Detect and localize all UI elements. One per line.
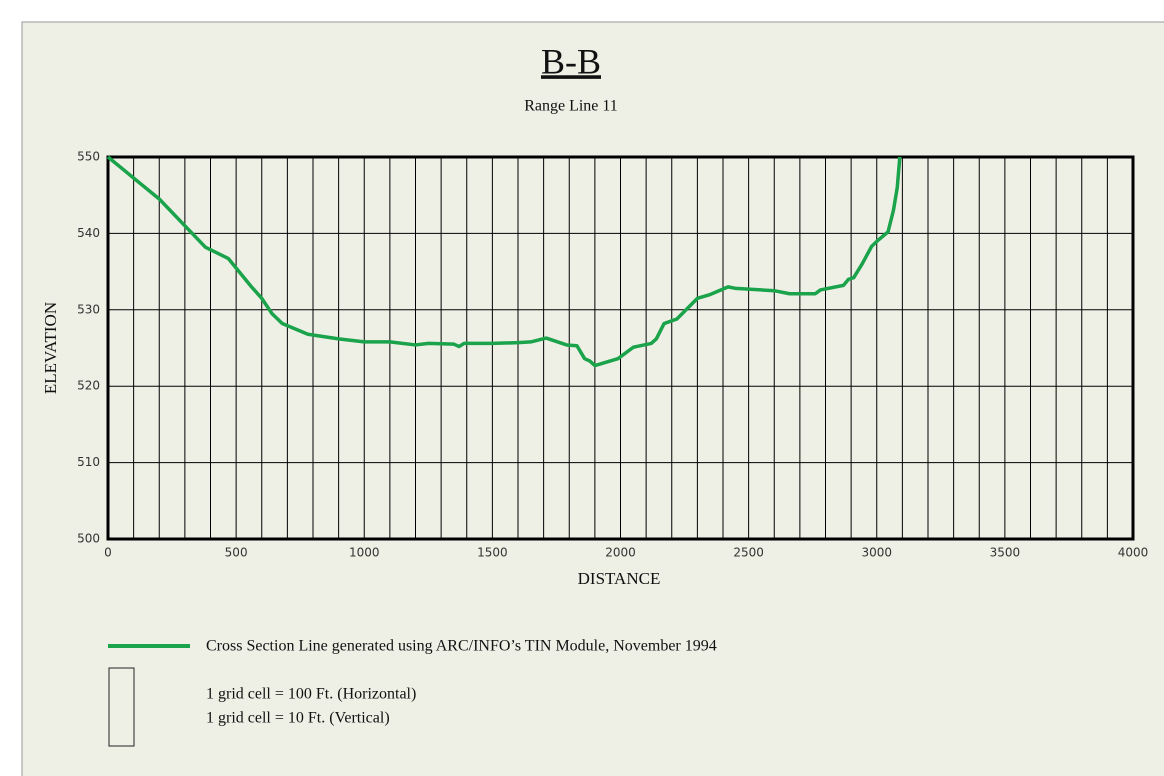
x-tick-label: 2000 xyxy=(605,546,636,560)
grid-cell-sample xyxy=(108,667,135,747)
plot-border xyxy=(106,155,1135,541)
chart-subtitle: Range Line 11 xyxy=(524,98,618,115)
x-tick-label: 0 xyxy=(104,546,112,560)
data-line xyxy=(106,155,902,368)
page-frame xyxy=(21,21,1164,776)
x-tick-label: 1000 xyxy=(349,546,380,560)
y-tick-label: 530 xyxy=(77,302,100,316)
y-tick-label: 540 xyxy=(77,226,100,240)
x-tick-label: 3500 xyxy=(990,546,1021,560)
y-tick-label: 550 xyxy=(77,150,100,164)
annotation: 1 grid cell = 10 Ft. (Vertical) xyxy=(206,710,390,727)
x-tick-label: 4000 xyxy=(1118,546,1149,560)
y-tick-label: 510 xyxy=(77,455,100,469)
chart-title: B-B xyxy=(541,41,601,81)
x-tick-label: 500 xyxy=(225,546,248,560)
x-tick-label: 1500 xyxy=(477,546,508,560)
annotation: 1 grid cell = 100 Ft. (Horizontal) xyxy=(206,686,416,703)
legend-label: Cross Section Line generated using ARC/I… xyxy=(206,638,717,655)
y-tick-label: 520 xyxy=(77,379,100,393)
x-tick-label: 2500 xyxy=(733,546,764,560)
y-axis-label: ELEVATION xyxy=(41,302,60,394)
x-tick-label: 3000 xyxy=(861,546,892,560)
x-axis-label: DISTANCE xyxy=(578,569,661,588)
y-tick-label: 500 xyxy=(77,532,100,546)
